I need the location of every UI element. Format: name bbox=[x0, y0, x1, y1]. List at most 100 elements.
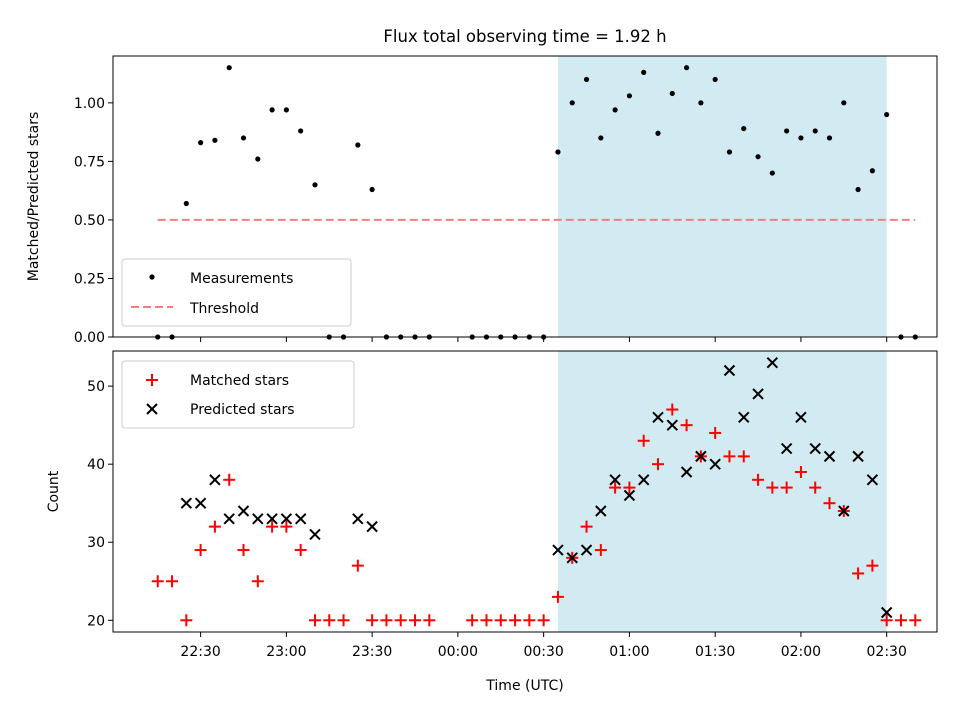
marker-stroke bbox=[752, 388, 764, 400]
matched-star-marker bbox=[366, 614, 379, 627]
matched-star-marker bbox=[852, 567, 865, 580]
measurement-point bbox=[269, 107, 275, 113]
marker-stroke bbox=[709, 458, 721, 470]
matched-star-marker bbox=[351, 559, 364, 572]
matched-star-marker bbox=[680, 419, 693, 432]
legend-box bbox=[121, 360, 355, 429]
matched-star-marker bbox=[337, 614, 350, 627]
measurement-point bbox=[855, 186, 861, 193]
measurement-point bbox=[298, 128, 304, 134]
x-tick-label: 00:30 bbox=[523, 644, 563, 660]
matched-star-marker bbox=[637, 434, 650, 447]
matched-star-marker bbox=[409, 614, 422, 627]
predicted-star-marker bbox=[266, 513, 278, 525]
matched-star-marker bbox=[180, 614, 193, 627]
marker-stroke bbox=[623, 489, 636, 502]
matched-star-marker bbox=[280, 520, 293, 533]
predicted-star-marker bbox=[294, 513, 307, 525]
predicted-star-marker bbox=[352, 513, 364, 525]
predicted-star-marker bbox=[823, 450, 836, 463]
legend-label: Measurements bbox=[190, 271, 293, 287]
marker-stroke bbox=[680, 466, 693, 478]
measurement-point bbox=[884, 111, 890, 118]
marker-stroke bbox=[252, 513, 264, 525]
matched-star-marker bbox=[551, 590, 564, 603]
measurement-point bbox=[598, 135, 604, 141]
marker-stroke bbox=[280, 513, 293, 525]
predicted-star-marker bbox=[666, 419, 678, 431]
measurement-point bbox=[240, 135, 247, 141]
matched-star-marker bbox=[866, 559, 879, 572]
measurement-point bbox=[312, 182, 318, 188]
matched-star-marker bbox=[208, 520, 221, 533]
y-tick-label: 30 bbox=[87, 535, 105, 551]
marker-stroke bbox=[266, 513, 278, 525]
predicted-star-marker bbox=[252, 513, 264, 525]
x-tick-label: 22:30 bbox=[180, 644, 220, 660]
predicted-star-marker bbox=[223, 513, 235, 525]
legend-label: Matched stars bbox=[190, 373, 289, 389]
marker-stroke bbox=[146, 403, 158, 415]
x-tick-label: 23:30 bbox=[352, 644, 392, 660]
marker-stroke bbox=[552, 544, 564, 556]
marker-stroke bbox=[652, 411, 664, 424]
measurement-point bbox=[655, 130, 661, 136]
marker-stroke bbox=[580, 544, 593, 556]
marker-stroke bbox=[838, 505, 850, 517]
legend-box bbox=[121, 258, 352, 327]
matched-star-marker bbox=[666, 403, 679, 416]
predicted-star-marker bbox=[580, 544, 593, 556]
predicted-star-marker bbox=[852, 450, 864, 463]
matched-star-marker bbox=[523, 614, 536, 627]
matched-star-marker bbox=[752, 473, 765, 486]
top-panel: 0.00 0.25 0.50 0.75 1.00 Matched/Predicted st… bbox=[26, 55, 938, 346]
matched-star-marker bbox=[237, 544, 250, 557]
matched-star-marker bbox=[380, 614, 393, 627]
predicted-star-marker bbox=[652, 411, 664, 424]
matched-star-marker bbox=[723, 450, 736, 463]
marker-stroke bbox=[209, 474, 221, 486]
predicted-star-marker bbox=[209, 474, 221, 486]
marker-stroke bbox=[780, 442, 793, 455]
measurement-point bbox=[798, 135, 804, 141]
measurement-point bbox=[669, 90, 675, 97]
predicted-star-marker bbox=[566, 552, 578, 564]
marker-stroke bbox=[795, 411, 807, 424]
measurement-point bbox=[355, 142, 361, 148]
marker-stroke bbox=[352, 513, 364, 525]
x-axis-label: Time (UTC) bbox=[485, 678, 563, 694]
x-tick-label: 00:00 bbox=[438, 644, 478, 660]
matched-star-marker bbox=[423, 614, 436, 627]
x-tick-label: 23:00 bbox=[266, 644, 306, 660]
y-tick-label: 0.50 bbox=[74, 213, 105, 229]
predicted-star-marker bbox=[780, 442, 793, 455]
legend-matched-marker bbox=[146, 374, 158, 386]
predicted-star-marker bbox=[838, 505, 850, 517]
measurement-point bbox=[369, 186, 375, 193]
predicted-star-marker bbox=[366, 520, 378, 533]
marker-stroke bbox=[637, 474, 650, 486]
predicted-star-marker bbox=[194, 497, 207, 509]
y-tick-label: 20 bbox=[87, 613, 105, 629]
matched-star-marker bbox=[294, 544, 307, 557]
predicted-star-marker bbox=[738, 411, 750, 424]
predicted-star-marker bbox=[552, 544, 564, 556]
predicted-star-marker bbox=[680, 466, 693, 478]
measurement-point bbox=[841, 100, 847, 106]
marker-stroke bbox=[809, 442, 821, 455]
marker-stroke bbox=[666, 419, 678, 431]
predicted-star-marker bbox=[880, 606, 893, 619]
measurement-point bbox=[683, 65, 690, 71]
matched-star-marker bbox=[466, 614, 479, 627]
matched-star-marker bbox=[880, 614, 893, 627]
x-tick-label: 01:30 bbox=[695, 644, 735, 660]
marker-stroke bbox=[880, 606, 893, 619]
legend-label: Predicted stars bbox=[190, 402, 295, 418]
y-axis-label: Count bbox=[46, 470, 62, 512]
legend-measurement-marker bbox=[149, 274, 155, 280]
marker-stroke bbox=[194, 497, 207, 509]
matched-star-marker bbox=[480, 614, 493, 627]
measurement-point bbox=[183, 200, 189, 207]
measurement-point bbox=[612, 107, 618, 113]
matched-star-marker bbox=[194, 544, 207, 557]
